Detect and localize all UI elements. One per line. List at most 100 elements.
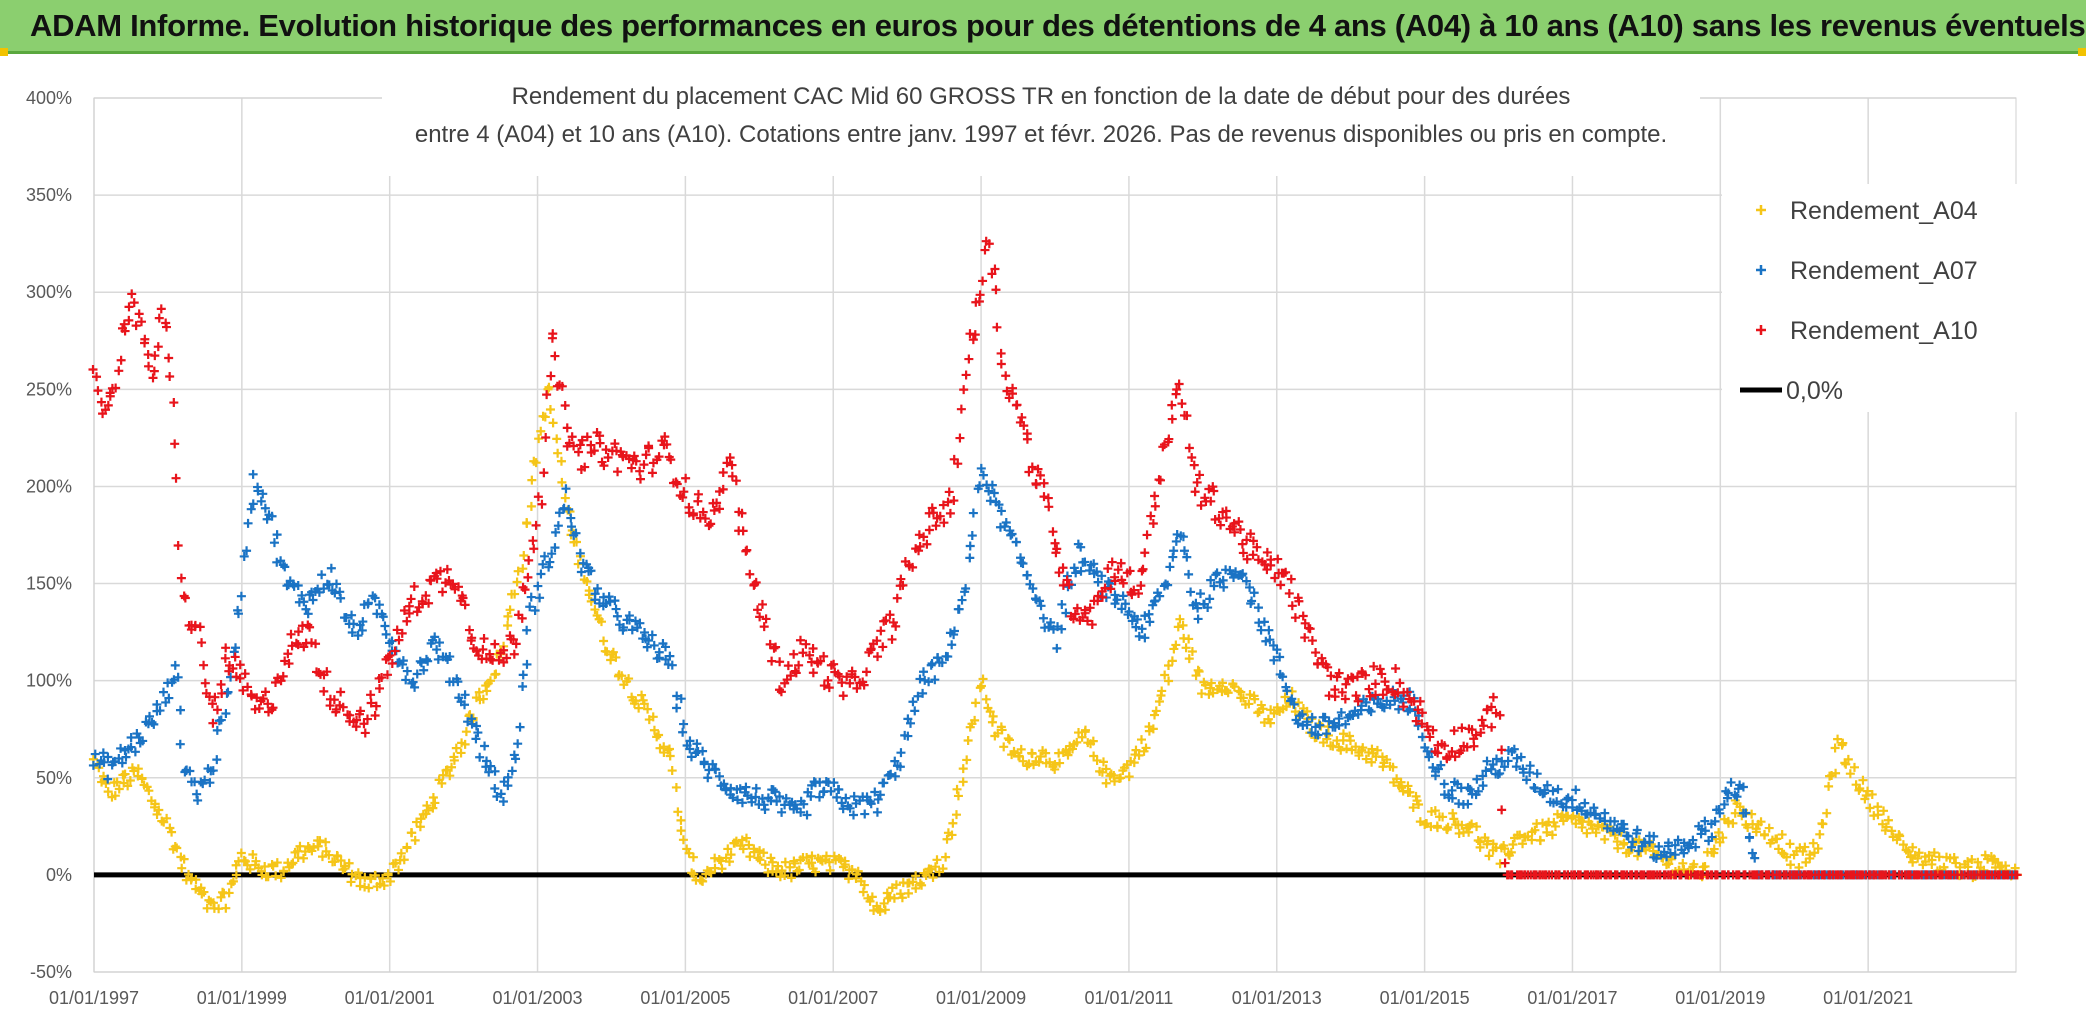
- marker-Rendement_A04: [947, 830, 957, 840]
- marker-Rendement_A10: [195, 622, 205, 632]
- marker-Rendement_A04: [981, 694, 991, 704]
- marker-Rendement_A04: [840, 856, 850, 866]
- marker-Rendement_A10: [824, 683, 834, 693]
- marker-Rendement_A04: [1831, 768, 1841, 778]
- marker-Rendement_A10: [1447, 747, 1457, 757]
- marker-Rendement_A04: [1760, 829, 1769, 839]
- marker-Rendement_A07: [212, 755, 222, 765]
- marker-Rendement_A07: [1738, 782, 1748, 792]
- marker-Rendement_A07: [875, 790, 885, 800]
- marker-Rendement_A07: [1163, 580, 1173, 590]
- marker-Rendement_A10: [471, 646, 481, 656]
- marker-Rendement_A07: [175, 705, 185, 715]
- marker-Rendement_A04: [1077, 732, 1087, 742]
- marker-Rendement_A07: [412, 669, 422, 679]
- marker-Rendement_A07: [301, 604, 311, 614]
- marker-Rendement_A10: [432, 574, 442, 584]
- marker-Rendement_A07: [419, 665, 429, 675]
- marker-Rendement_A10: [1229, 519, 1239, 529]
- marker-Rendement_A04: [1101, 764, 1111, 774]
- marker-Rendement_A10: [808, 668, 818, 678]
- marker-Rendement_A04: [1855, 784, 1865, 794]
- marker-Rendement_A07: [511, 754, 521, 764]
- marker-Rendement_A04: [1129, 758, 1139, 768]
- marker-Rendement_A07: [1137, 624, 1147, 634]
- marker-Rendement_A04: [723, 844, 733, 854]
- marker-Rendement_A04: [556, 456, 566, 466]
- marker-Rendement_A10: [805, 650, 815, 660]
- marker-Rendement_A10: [644, 441, 654, 451]
- marker-Rendement_A10: [1097, 592, 1107, 602]
- marker-Rendement_A10: [409, 582, 419, 592]
- marker-Rendement_A07: [498, 797, 508, 807]
- marker-Rendement_A04: [531, 458, 541, 468]
- marker-Rendement_A10: [672, 479, 682, 489]
- marker-Rendement_A07: [1679, 848, 1689, 858]
- marker-Rendement_A04: [1080, 725, 1090, 735]
- marker-Rendement_A04: [1908, 857, 1918, 867]
- marker-Rendement_A07: [1036, 601, 1046, 611]
- marker-Rendement_A04: [1939, 862, 1949, 872]
- marker-Rendement_A10: [263, 699, 273, 709]
- marker-Rendement_A04: [773, 861, 783, 871]
- marker-Rendement_A10: [120, 326, 130, 336]
- marker-Rendement_A07: [522, 625, 532, 635]
- marker-Rendement_A07: [667, 660, 677, 670]
- marker-Rendement_A07: [967, 531, 977, 541]
- marker-Rendement_A07: [1080, 557, 1090, 567]
- marker-Rendement_A04: [1003, 733, 1013, 743]
- marker-Rendement_A04: [1818, 819, 1828, 829]
- marker-Rendement_A04: [447, 762, 457, 772]
- marker-Rendement_A10: [1150, 501, 1160, 511]
- marker-Rendement_A04: [1929, 848, 1939, 858]
- marker-Rendement_A07: [1241, 576, 1251, 586]
- marker-Rendement_A07: [471, 721, 481, 731]
- marker-Rendement_A04: [313, 841, 323, 851]
- marker-Rendement_A10: [286, 629, 296, 639]
- marker-Rendement_A07: [1632, 825, 1642, 835]
- marker-Rendement_A04: [847, 864, 857, 874]
- marker-Rendement_A10: [150, 351, 160, 361]
- x-tick-label: 01/01/2019: [1675, 988, 1765, 1008]
- marker-Rendement_A04: [478, 694, 488, 704]
- corner-mark-left: [0, 48, 8, 56]
- marker-Rendement_A10: [718, 484, 728, 494]
- marker-Rendement_A07: [1182, 552, 1192, 562]
- marker-Rendement_A04: [1229, 682, 1239, 692]
- marker-Rendement_A04: [1432, 821, 1442, 831]
- marker-Rendement_A10: [599, 461, 609, 471]
- marker-Rendement_A07: [976, 463, 986, 473]
- marker-Rendement_A10: [992, 322, 1002, 332]
- marker-Rendement_A10: [517, 613, 527, 623]
- marker-Rendement_A10: [1052, 544, 1062, 554]
- marker-Rendement_A04: [763, 867, 773, 877]
- marker-Rendement_A04: [1171, 640, 1181, 650]
- marker-Rendement_A10: [243, 682, 253, 692]
- legend-marker: [1756, 265, 1766, 275]
- marker-Rendement_A07: [299, 597, 309, 607]
- marker-Rendement_A07: [1191, 598, 1201, 608]
- marker-Rendement_A07: [1195, 589, 1205, 599]
- marker-Rendement_A04: [1004, 735, 1014, 745]
- marker-Rendement_A04: [938, 864, 948, 874]
- marker-Rendement_A10: [1184, 443, 1194, 453]
- marker-Rendement_A10: [1266, 560, 1276, 570]
- marker-Rendement_A10: [635, 474, 645, 484]
- marker-Rendement_A07: [432, 645, 442, 655]
- marker-Rendement_A10: [1138, 564, 1148, 574]
- marker-Rendement_A07: [460, 700, 470, 710]
- marker-Rendement_A07: [1334, 714, 1344, 724]
- marker-Rendement_A04: [1908, 842, 1918, 852]
- marker-Rendement_A10: [371, 701, 381, 711]
- marker-Rendement_A04: [110, 791, 120, 801]
- marker-Rendement_A04: [1067, 744, 1077, 754]
- marker-Rendement_A04: [1824, 781, 1834, 791]
- marker-Rendement_A10: [769, 643, 779, 653]
- marker-Rendement_A07: [164, 693, 174, 703]
- marker-Rendement_A07: [806, 791, 816, 801]
- marker-Rendement_A07: [845, 803, 855, 813]
- marker-Rendement_A04: [1867, 789, 1877, 799]
- marker-Rendement_A04: [428, 803, 438, 813]
- marker-Rendement_A04: [260, 861, 270, 871]
- marker-Rendement_A10: [1083, 616, 1092, 626]
